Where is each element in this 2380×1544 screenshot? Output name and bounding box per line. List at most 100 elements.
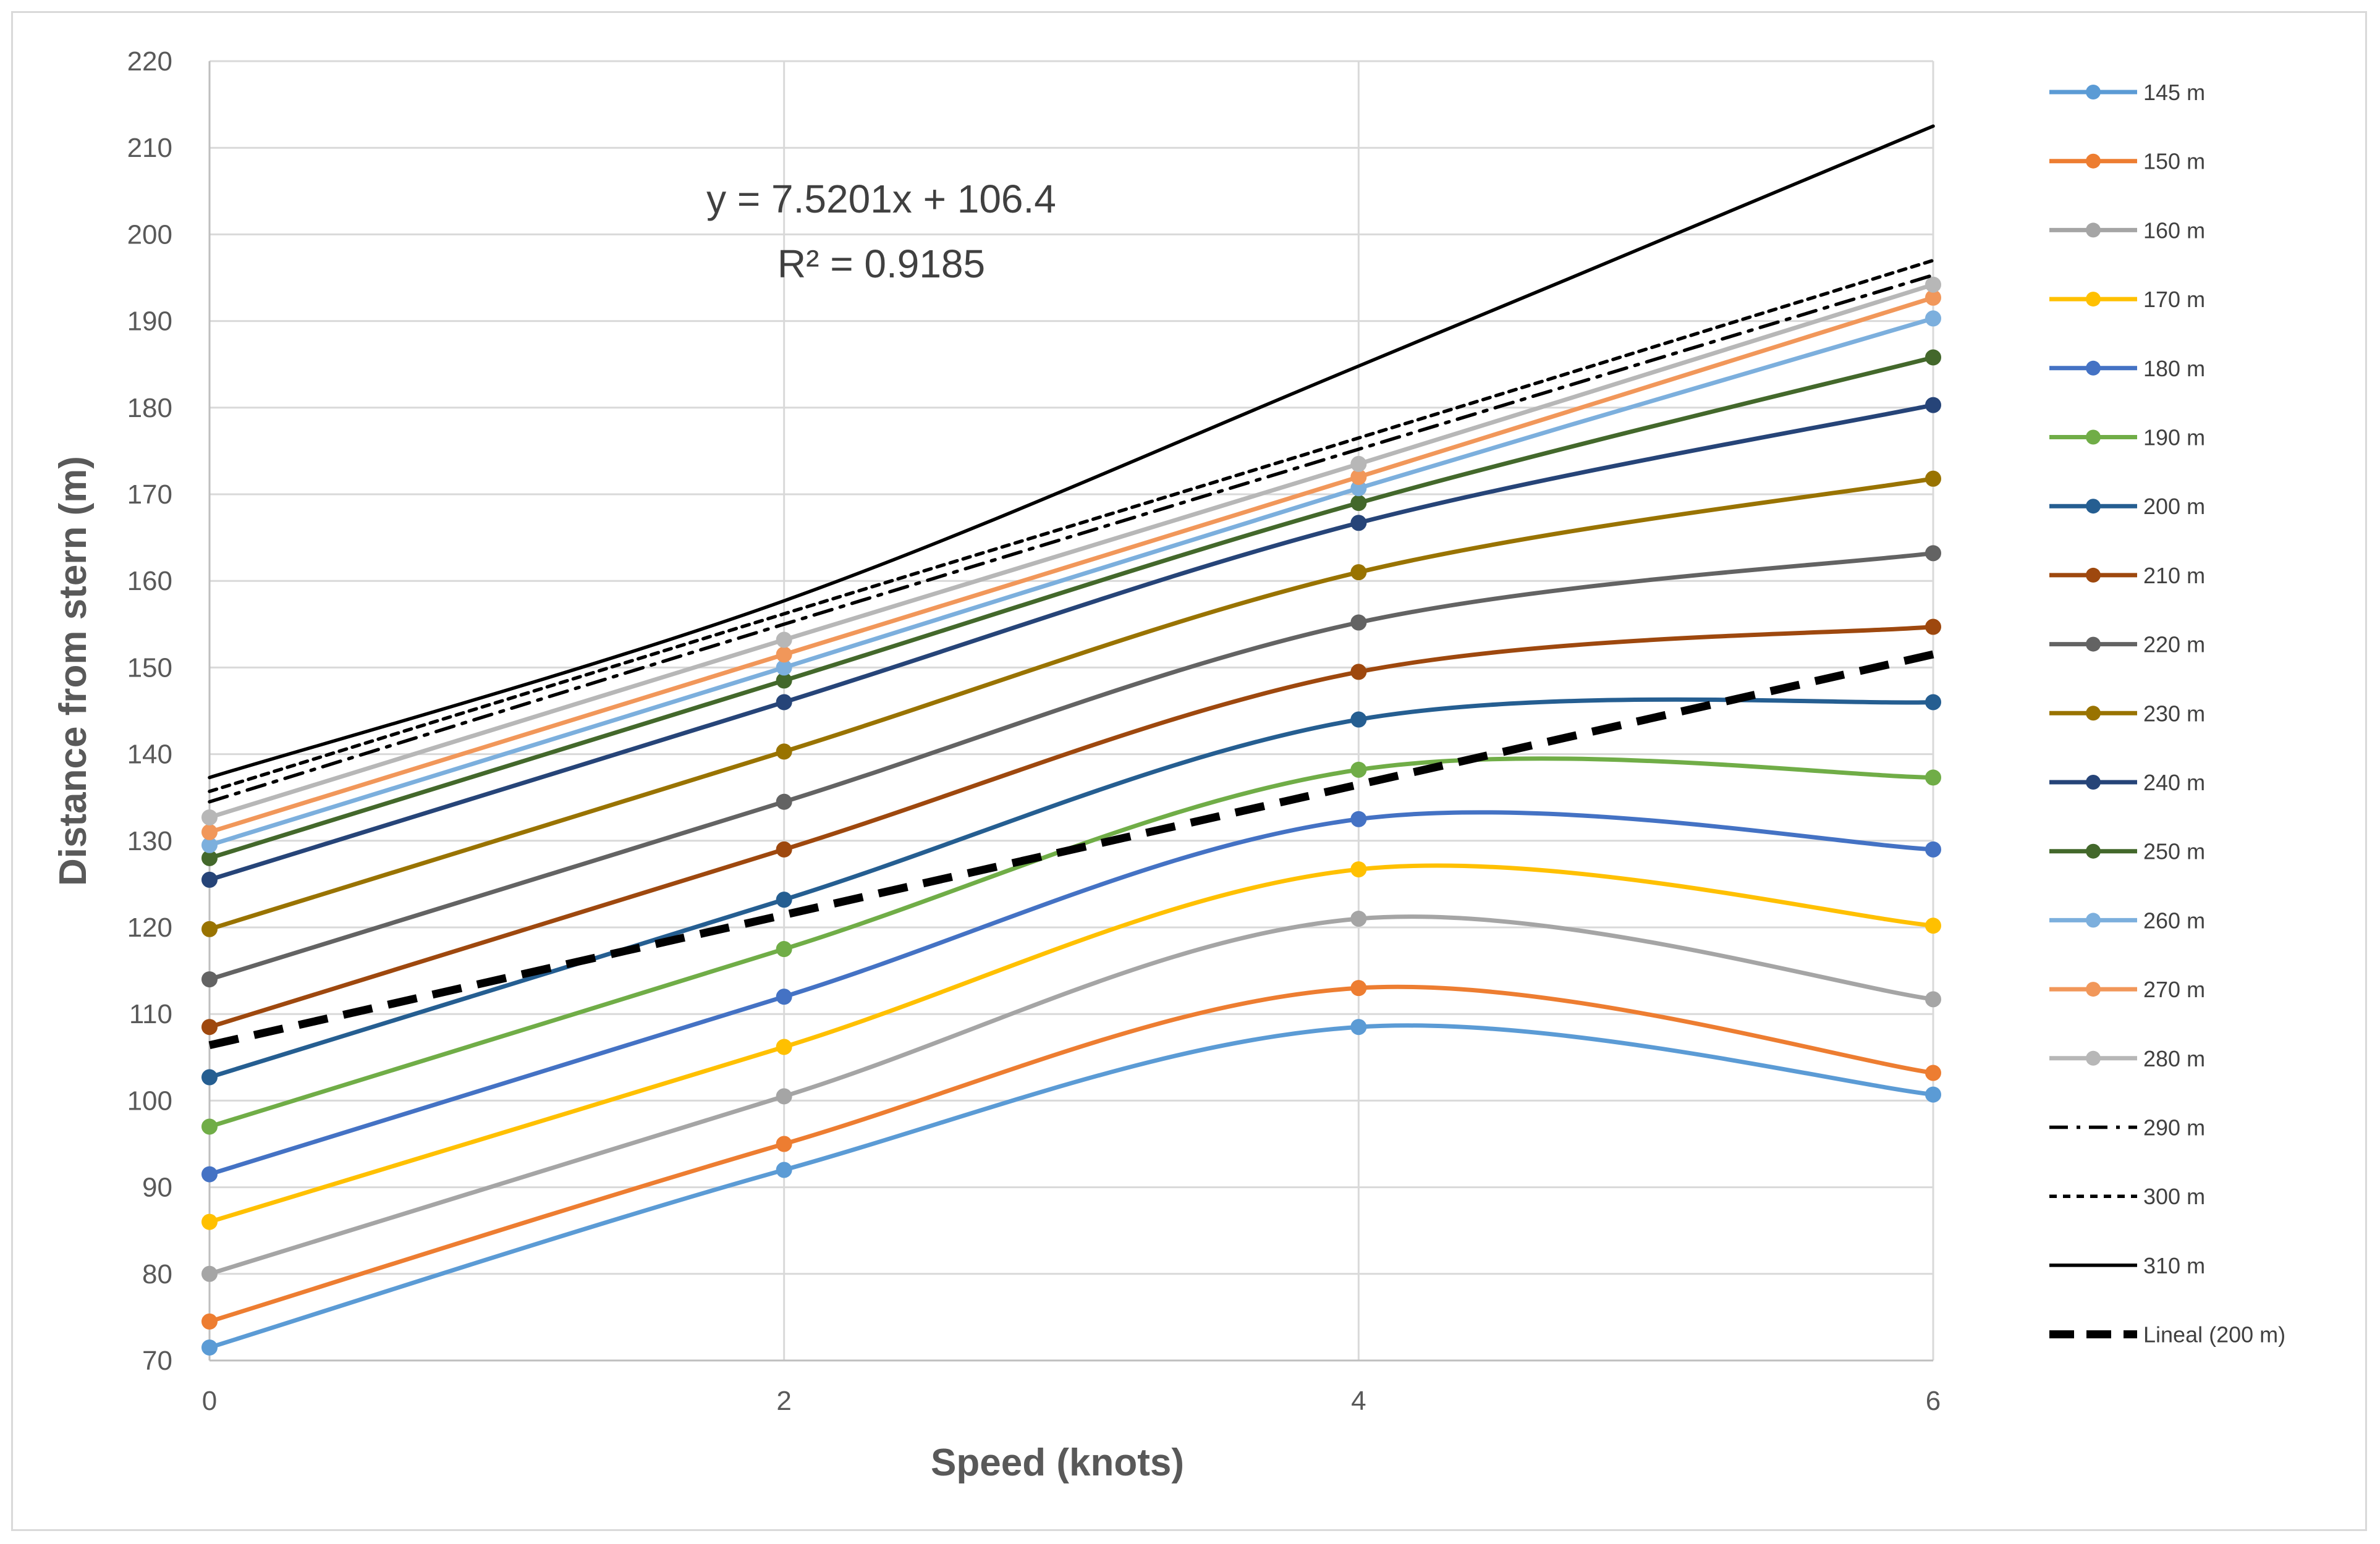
legend-label: 145 m bbox=[2143, 80, 2205, 105]
y-tick-label: 90 bbox=[142, 1173, 172, 1203]
data-point bbox=[201, 1069, 218, 1086]
legend-item: 190 m bbox=[2049, 425, 2205, 450]
y-tick-label: 120 bbox=[127, 913, 172, 943]
x-tick-label: 6 bbox=[1926, 1386, 1941, 1416]
axes bbox=[208, 61, 1933, 1362]
x-axis-title: Speed (knots) bbox=[931, 1441, 1184, 1484]
data-point bbox=[1925, 310, 1941, 327]
trendline-group bbox=[208, 650, 1934, 1050]
legend-label: 220 m bbox=[2143, 632, 2205, 657]
series-170-m bbox=[201, 861, 1941, 1230]
series-145-m bbox=[201, 1019, 1941, 1356]
data-point bbox=[1350, 761, 1367, 778]
x-tick-label: 2 bbox=[776, 1386, 791, 1416]
series-line bbox=[207, 914, 1936, 1276]
legend-swatch-marker bbox=[2086, 567, 2101, 583]
data-point bbox=[1925, 841, 1941, 858]
legend-label: Lineal (200 m) bbox=[2143, 1322, 2285, 1348]
legend-swatch-marker bbox=[2086, 429, 2101, 445]
data-point bbox=[1925, 618, 1941, 635]
chart-frame: 70 80 90 100 110 120 130 140 150 160 170 180 190 200 2… bbox=[11, 11, 2367, 1531]
legend-item: 150 m bbox=[2049, 149, 2205, 174]
data-point bbox=[1925, 918, 1941, 934]
data-point bbox=[201, 1118, 218, 1135]
y-tick-label: 170 bbox=[127, 479, 172, 510]
legend-item: 145 m bbox=[2049, 80, 2205, 105]
tick-labels: 70 80 90 100 110 120 130 140 150 160 170 180 190 200 2… bbox=[127, 46, 1941, 1416]
data-point bbox=[1350, 664, 1367, 680]
data-point bbox=[776, 631, 792, 648]
legend-item: 300 m bbox=[2049, 1184, 2205, 1209]
series-180-m bbox=[201, 810, 1941, 1183]
data-point bbox=[1350, 455, 1367, 472]
y-tick-label: 100 bbox=[127, 1086, 172, 1116]
legend-label: 300 m bbox=[2143, 1184, 2205, 1209]
data-point bbox=[1350, 861, 1367, 878]
data-point bbox=[1925, 397, 1941, 413]
series-300-m bbox=[208, 258, 1935, 793]
legend-item: 170 m bbox=[2049, 287, 2205, 312]
data-point bbox=[1925, 694, 1941, 711]
data-point bbox=[1350, 711, 1367, 728]
legend-label: 290 m bbox=[2143, 1115, 2205, 1141]
data-point bbox=[201, 971, 218, 988]
data-point bbox=[1925, 470, 1941, 487]
data-point bbox=[776, 1039, 792, 1055]
series-group bbox=[201, 124, 1941, 1356]
trendline-equation: y = 7.5201x + 106.4 bbox=[706, 177, 1056, 221]
legend-swatch-marker bbox=[2086, 153, 2101, 169]
data-point bbox=[1350, 980, 1367, 997]
legend-label: 240 m bbox=[2143, 770, 2205, 795]
series-line bbox=[207, 403, 1936, 882]
series-line bbox=[207, 355, 1936, 861]
data-point bbox=[1350, 910, 1367, 927]
y-tick-label: 140 bbox=[127, 740, 172, 770]
data-point bbox=[776, 1136, 792, 1152]
data-point bbox=[776, 793, 792, 810]
legend-swatch-marker bbox=[2086, 499, 2101, 514]
data-point bbox=[1925, 1086, 1941, 1103]
series-230-m bbox=[201, 470, 1941, 937]
series-line bbox=[207, 625, 1936, 1029]
series-line bbox=[207, 1023, 1936, 1350]
legend-swatch-marker bbox=[2086, 913, 2101, 928]
legend-item: 270 m bbox=[2049, 977, 2205, 1002]
data-point bbox=[776, 1088, 792, 1105]
data-point bbox=[1350, 564, 1367, 581]
legend-swatch-marker bbox=[2086, 982, 2101, 997]
data-point bbox=[1350, 811, 1367, 827]
data-point bbox=[776, 892, 792, 908]
series-160-m bbox=[201, 910, 1941, 1282]
series-150-m bbox=[201, 980, 1941, 1330]
y-tick-label: 160 bbox=[127, 566, 172, 596]
legend-swatch-marker bbox=[2086, 85, 2101, 99]
legend-item: 280 m bbox=[2049, 1046, 2205, 1071]
data-point bbox=[1350, 1019, 1367, 1036]
legend-label: 180 m bbox=[2143, 356, 2205, 381]
data-point bbox=[201, 809, 218, 825]
data-point bbox=[201, 1166, 218, 1183]
legend-swatch-marker bbox=[2086, 1050, 2101, 1066]
y-tick-label: 210 bbox=[127, 133, 172, 163]
legend-label: 190 m bbox=[2143, 425, 2205, 450]
x-tick-label: 0 bbox=[202, 1386, 217, 1416]
y-tick-label: 80 bbox=[142, 1259, 172, 1289]
series-line bbox=[207, 984, 1936, 1324]
legend-swatch-marker bbox=[2086, 775, 2101, 790]
series-240-m bbox=[201, 397, 1941, 888]
data-point bbox=[201, 1213, 218, 1230]
legend-label: 280 m bbox=[2143, 1046, 2205, 1071]
series-line bbox=[207, 551, 1936, 982]
legend-swatch-marker bbox=[2086, 292, 2101, 307]
legend-item: Lineal (200 m) bbox=[2049, 1322, 2285, 1348]
legend-label: 200 m bbox=[2143, 494, 2205, 519]
legend-label: 160 m bbox=[2143, 217, 2205, 243]
y-tick-label: 190 bbox=[127, 306, 172, 337]
series-210-m bbox=[201, 618, 1941, 1036]
gridlines bbox=[208, 60, 1934, 1362]
data-point bbox=[1925, 545, 1941, 562]
legend-label: 210 m bbox=[2143, 563, 2205, 588]
y-tick-label: 150 bbox=[127, 652, 172, 683]
legend-item: 180 m bbox=[2049, 356, 2205, 381]
data-point bbox=[201, 921, 218, 937]
